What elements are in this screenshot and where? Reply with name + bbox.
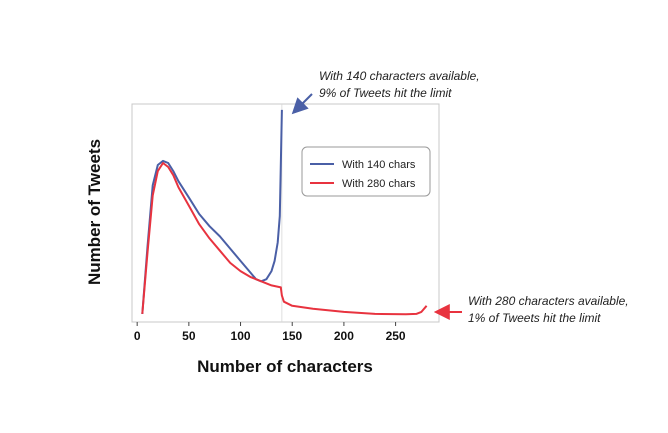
y-axis-title: Number of Tweets [85, 139, 104, 285]
annotation-280: With 280 characters available, 1% of Twe… [433, 294, 629, 325]
annotation-140-line-2: 9% of Tweets hit the limit [319, 86, 452, 100]
x-tick-label: 200 [334, 329, 354, 343]
x-tick-label: 250 [386, 329, 406, 343]
annotation-140-arrow [291, 93, 313, 115]
annotation-280-line-2: 1% of Tweets hit the limit [468, 311, 601, 325]
plot-frame [131, 103, 440, 323]
x-tick-label: 50 [182, 329, 196, 343]
annotation-140-line-1: With 140 characters available, [319, 69, 480, 83]
legend-label-140: With 140 chars [342, 159, 416, 171]
legend-label-280: With 280 chars [342, 178, 416, 190]
x-tick-label: 100 [231, 329, 251, 343]
series-280-chars-line [141, 162, 428, 316]
x-axis-title: Number of characters [197, 357, 373, 376]
series-140-chars-line [141, 109, 283, 314]
annotation-140: With 140 characters available, 9% of Twe… [291, 69, 480, 115]
annotation-280-line-1: With 280 characters available, [468, 294, 629, 308]
x-axis: 0 50 100 150 200 250 [134, 322, 406, 343]
x-tick-label: 0 [134, 329, 141, 343]
series-layer [141, 104, 428, 322]
legend: With 140 chars With 280 chars [301, 146, 431, 197]
x-tick-label: 150 [282, 329, 302, 343]
